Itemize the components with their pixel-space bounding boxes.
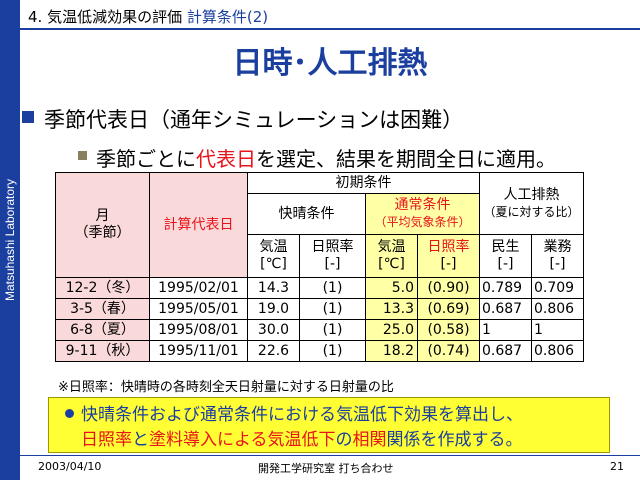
bullet-sub-text-1: 季節ごとに — [96, 147, 196, 171]
header-bus-label: 業務 — [543, 239, 572, 255]
cell-normal-temp: 13.3 — [365, 298, 418, 320]
header-calc-date: 計算代表日 — [149, 172, 248, 278]
header-heat: 人工排熱 （夏に対する比） — [479, 172, 584, 235]
lab-name: Matsuhashi Laboratory — [3, 178, 17, 302]
cell-clear-temp: 19.0 — [247, 298, 300, 320]
header-bus-unit: [-] — [549, 256, 566, 272]
header-month-label: 月 — [95, 208, 110, 224]
summary-text-end: 関係を作成する。 — [386, 430, 523, 450]
cell-normal-temp: 5.0 — [365, 277, 418, 299]
cell-date: 1995/11/01 — [149, 340, 248, 362]
section-header: 4. 気温低減効果の評価 計算条件(2) — [28, 6, 268, 27]
table-row: 3-5（春） 1995/05/01 19.0 (1) 13.3 (0.69) 0… — [55, 298, 584, 320]
table-row: 9-11（秋） 1995/11/01 22.6 (1) 18.2 (0.74) … — [55, 340, 584, 362]
header-heat-label: 人工排熱 — [503, 186, 560, 203]
header-sun: 日照率 [-] — [299, 234, 366, 278]
cell-res: 0.687 — [479, 298, 532, 320]
sidebar-band: Matsuhashi Laboratory — [0, 0, 20, 480]
summary-line-1: 快晴条件および通常条件における気温低下効果を算出し、 — [81, 405, 523, 425]
header-sun-unit: [-] — [324, 256, 341, 272]
cell-month: 3-5（春） — [55, 298, 150, 320]
table-row: 6-8（夏） 1995/08/01 30.0 (1) 25.0 (0.58) 1… — [55, 319, 584, 341]
summary-box: 快晴条件および通常条件における気温低下効果を算出し、 日照率と塗料導入による気温… — [48, 397, 610, 453]
header-temp2-unit: [℃] — [378, 256, 405, 272]
summary-text-and: と — [132, 430, 149, 450]
cell-clear-sun: (1) — [299, 319, 366, 341]
header-temp-label: 気温 — [259, 239, 288, 255]
cell-normal-sun: (0.90) — [417, 277, 480, 299]
round-bullet-icon — [65, 409, 74, 418]
header-clear: 快晴条件 — [247, 193, 366, 235]
cell-normal-temp: 18.2 — [365, 340, 418, 362]
cell-res: 0.687 — [479, 340, 532, 362]
bullet-sub: 季節ごとに代表日を選定、結果を期間全日に適用。 — [78, 143, 556, 172]
header-sun2: 日照率 [-] — [417, 234, 480, 278]
cell-res: 0.789 — [479, 277, 532, 299]
cell-clear-sun: (1) — [299, 340, 366, 362]
summary-highlight-paint: 塗料導入による気温低下 — [149, 430, 336, 450]
summary-highlight-corr: 相関 — [352, 430, 387, 450]
cell-clear-temp: 14.3 — [247, 277, 300, 299]
bullet-sub-highlight: 代表日 — [196, 147, 256, 171]
cell-clear-temp: 22.6 — [247, 340, 300, 362]
header-res-label: 民生 — [491, 239, 520, 255]
footer-meeting: 開発工学研究室 打ち合わせ — [258, 462, 394, 475]
header-res: 民生 [-] — [479, 234, 532, 278]
cell-clear-temp: 30.0 — [247, 319, 300, 341]
bullet-main-text: 季節代表日（通年シミュレーションは困難） — [44, 108, 464, 132]
header-temp: 気温 [℃] — [247, 234, 300, 278]
cell-date: 1995/05/01 — [149, 298, 248, 320]
section-number: 4. — [28, 8, 43, 26]
cell-normal-temp: 25.0 — [365, 319, 418, 341]
page-number: 21 — [610, 460, 624, 473]
bullet-sub-text-2: を選定、結果を期間全日に適用。 — [256, 147, 556, 171]
header-initial-conditions: 初期条件 — [247, 172, 480, 194]
cell-date: 1995/02/01 — [149, 277, 248, 299]
slide-title: 日時･人工排熱 — [232, 46, 428, 81]
summary-line-2: 日照率と塗料導入による気温低下の相関関係を作成する。 — [81, 425, 523, 450]
cell-bus: 0.806 — [531, 340, 584, 362]
cell-clear-sun: (1) — [299, 298, 366, 320]
footnote: ※日照率：快晴時の各時刻全天日射量に対する日射量の比 — [58, 380, 394, 395]
header-season-label: （季節） — [74, 225, 131, 241]
subsection-title: 計算条件(2) — [186, 8, 269, 26]
summary-text-no: の — [335, 430, 353, 450]
header-sun2-label: 日照率 — [427, 239, 470, 255]
header-normal-sub: （平均気象条件） — [374, 215, 471, 229]
header-temp2-label: 気温 — [377, 239, 406, 255]
header-res-unit: [-] — [497, 256, 514, 272]
cell-normal-sun: (0.74) — [417, 340, 480, 362]
cell-month: 12-2（冬） — [55, 277, 150, 299]
header-temp-unit: [℃] — [260, 256, 287, 272]
cell-month: 9-11（秋） — [55, 340, 150, 362]
header-heat-sub: （夏に対する比） — [483, 204, 580, 219]
footer-date: 2003/04/10 — [38, 460, 102, 473]
header-normal-label: 通常条件 — [394, 197, 451, 213]
cell-month: 6-8（夏） — [55, 319, 150, 341]
header-divider — [20, 28, 640, 30]
header-normal: 通常条件 （平均気象条件） — [365, 193, 480, 235]
section-title: 気温低減効果の評価 — [47, 8, 183, 26]
header-bus: 業務 [-] — [531, 234, 584, 278]
header-sun2-unit: [-] — [440, 256, 457, 272]
cell-clear-sun: (1) — [299, 277, 366, 299]
cell-normal-sun: (0.69) — [417, 298, 480, 320]
square-bullet-icon — [22, 111, 34, 123]
footer-divider — [20, 455, 640, 456]
cell-bus: 1 — [531, 319, 584, 341]
header-temp2: 気温 [℃] — [365, 234, 418, 278]
cell-normal-sun: (0.58) — [417, 319, 480, 341]
small-square-bullet-icon — [78, 151, 87, 160]
header-month: 月 （季節） — [55, 172, 150, 278]
conditions-table: 月 （季節） 計算代表日 初期条件 人工排熱 （夏に対する比） 快晴条件 通常条… — [55, 172, 584, 362]
cell-bus: 0.709 — [531, 277, 584, 299]
cell-res: 1 — [479, 319, 532, 341]
summary-highlight-sun: 日照率 — [81, 430, 132, 450]
header-sun-label: 日照率 — [311, 239, 354, 255]
cell-bus: 0.806 — [531, 298, 584, 320]
cell-date: 1995/08/01 — [149, 319, 248, 341]
bullet-main: 季節代表日（通年シミュレーションは困難） — [22, 104, 464, 134]
table-row: 12-2（冬） 1995/02/01 14.3 (1) 5.0 (0.90) 0… — [55, 277, 584, 299]
